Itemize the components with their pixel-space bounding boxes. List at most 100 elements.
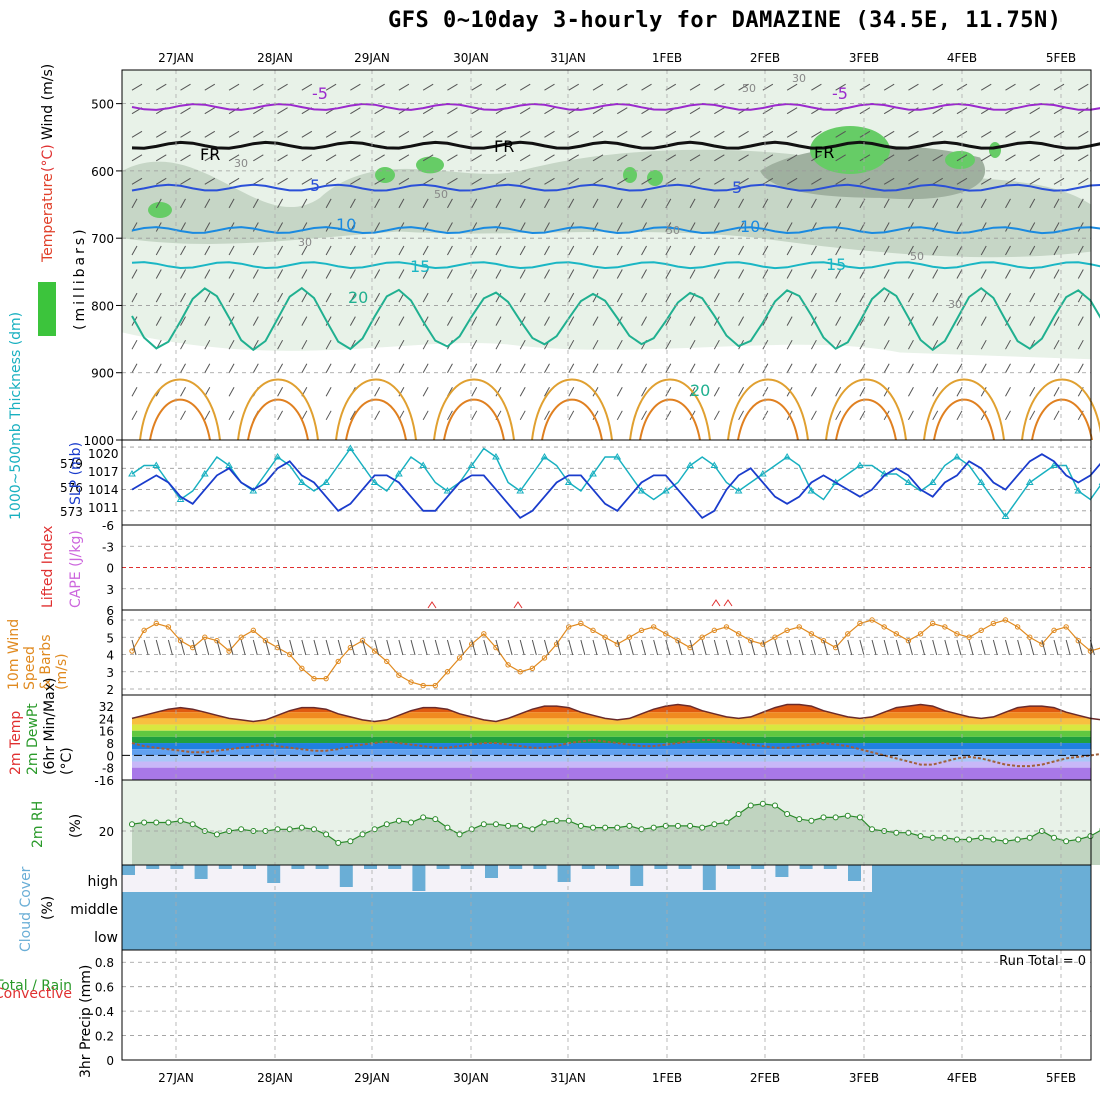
rh-marker bbox=[505, 822, 512, 829]
date-label-top: 31JAN bbox=[550, 51, 586, 65]
wind-barb bbox=[641, 410, 647, 421]
wind-barb bbox=[422, 339, 429, 350]
cloud-high-bar bbox=[751, 865, 765, 869]
temp-band bbox=[132, 749, 1091, 756]
wind-barb bbox=[956, 292, 963, 303]
wind-barb bbox=[422, 387, 429, 397]
wind-speed-marker bbox=[541, 655, 548, 661]
cloud-high-bar bbox=[388, 865, 402, 869]
wind-barb bbox=[689, 198, 696, 209]
rh-marker bbox=[699, 824, 706, 831]
surface-wind-barb bbox=[446, 639, 452, 656]
wind-barb bbox=[325, 363, 332, 373]
isotherm-warm bbox=[933, 398, 995, 441]
wind-barb bbox=[1005, 198, 1011, 209]
wind-barb bbox=[762, 198, 769, 209]
wind-barb bbox=[908, 245, 914, 256]
wind-barb bbox=[519, 292, 526, 303]
rh-marker bbox=[747, 802, 754, 809]
rh-marker bbox=[869, 826, 876, 833]
wind-barb bbox=[398, 154, 410, 162]
wind-barb bbox=[592, 410, 599, 421]
wind-barb bbox=[1053, 363, 1060, 373]
rh-marker bbox=[614, 824, 621, 831]
surface-wind-barb bbox=[434, 639, 440, 656]
wind-barb bbox=[277, 363, 284, 373]
wind-barb bbox=[714, 154, 725, 162]
rh-marker bbox=[1014, 836, 1021, 843]
thickness-marker bbox=[467, 461, 476, 468]
surface-wind-barb bbox=[180, 639, 186, 656]
wind-barb bbox=[689, 339, 696, 350]
wind-barb bbox=[422, 177, 434, 185]
wind-barb bbox=[810, 198, 817, 209]
cloud-high-bar bbox=[364, 865, 377, 869]
wind-barb bbox=[228, 177, 240, 185]
wind-barb bbox=[738, 130, 749, 138]
date-label-top: 1FEB bbox=[652, 51, 682, 65]
wind-barb bbox=[762, 269, 769, 279]
cloud-axis-label: Cloud Cover bbox=[18, 866, 34, 952]
rh-marker bbox=[1063, 838, 1070, 845]
wind-barb bbox=[350, 177, 361, 185]
wind-barb bbox=[980, 363, 987, 373]
isotherm-label: 30 bbox=[948, 298, 962, 311]
wind-barb bbox=[1029, 269, 1036, 279]
wind-barb bbox=[519, 107, 531, 115]
surface-wind-barb bbox=[944, 639, 950, 656]
wind-barb bbox=[325, 83, 337, 91]
wind-barb bbox=[956, 245, 963, 256]
wind-barb bbox=[1005, 130, 1016, 138]
rh-marker bbox=[966, 836, 973, 843]
isotherm-warm bbox=[1031, 398, 1093, 441]
wind-barb bbox=[398, 339, 405, 350]
wind-barb bbox=[253, 107, 264, 115]
surface-wind-barb bbox=[192, 639, 198, 656]
wind-speed-marker bbox=[881, 624, 887, 630]
wind-barb bbox=[447, 130, 458, 138]
thickness-marker bbox=[540, 453, 549, 460]
wind-barb bbox=[519, 410, 526, 421]
wind-barb bbox=[519, 130, 531, 138]
rh-marker bbox=[1087, 833, 1094, 840]
wind-barb bbox=[544, 107, 555, 115]
slp-line bbox=[131, 453, 1100, 520]
wind-barb bbox=[810, 410, 817, 421]
wind-barb bbox=[519, 339, 526, 350]
surface-wind-barb bbox=[750, 639, 756, 656]
rh-marker bbox=[953, 836, 960, 843]
wind-barb bbox=[252, 316, 259, 326]
wind-barb bbox=[131, 339, 138, 350]
wind-speed-marker bbox=[1039, 641, 1045, 647]
wind-barb bbox=[180, 410, 186, 421]
wind-barb bbox=[131, 177, 143, 185]
thickness-marker bbox=[710, 461, 719, 468]
wind-barb bbox=[883, 269, 890, 279]
wind-barb bbox=[810, 292, 817, 303]
cloud-high-bar bbox=[581, 865, 595, 869]
surface-wind-barb bbox=[337, 639, 343, 656]
wind-barb bbox=[932, 387, 939, 397]
wind-barb bbox=[1029, 130, 1041, 138]
wind-barb bbox=[422, 222, 429, 232]
wind-barb bbox=[908, 339, 914, 350]
precip-panel bbox=[121, 949, 1092, 1061]
wind-speed-marker bbox=[1063, 624, 1069, 630]
wind-barb bbox=[883, 363, 890, 373]
wind-barb bbox=[956, 410, 963, 421]
wind-barb bbox=[932, 292, 939, 303]
cloud-high-bar bbox=[727, 865, 740, 869]
wind-barb bbox=[277, 269, 284, 279]
wind-barb bbox=[786, 245, 793, 256]
thickness-marker bbox=[928, 478, 937, 485]
surface-wind-barb bbox=[1077, 639, 1083, 656]
wind-barb bbox=[665, 410, 672, 421]
isotherm-line bbox=[131, 183, 1100, 192]
precip-convective-label: Convective bbox=[0, 986, 72, 1002]
date-label-top: 3FEB bbox=[849, 51, 879, 65]
rh-marker bbox=[408, 819, 415, 826]
surface-wind-barb bbox=[240, 639, 246, 656]
wind-barb bbox=[544, 245, 550, 256]
wind-barb bbox=[859, 363, 866, 373]
